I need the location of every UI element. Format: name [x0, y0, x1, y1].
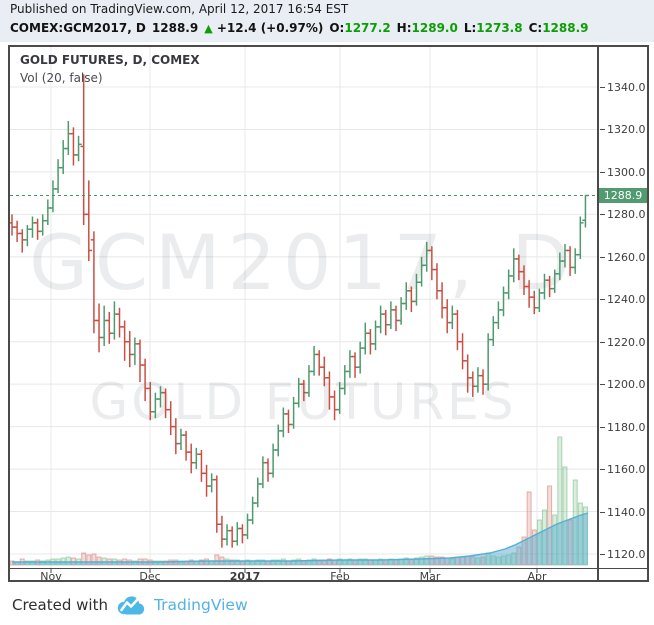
high-label: H:	[396, 21, 412, 35]
created-with-text: Created with	[12, 596, 108, 614]
price-tick-label: 1140.0	[600, 505, 646, 519]
time-tick	[339, 569, 341, 573]
watermark-title: GOLD FUTURES	[90, 373, 517, 431]
change-text: +12.4 (+0.97%)	[216, 21, 324, 35]
time-tick	[50, 569, 52, 573]
price-tick-label: 1260.0	[600, 250, 646, 264]
volume-ma-area	[12, 513, 588, 565]
time-tick-label: Nov	[40, 570, 62, 583]
attribution-footer: Created with TradingView	[12, 592, 248, 618]
low-label: L:	[463, 21, 477, 35]
series-legend[interactable]: GOLD FUTURES, D, COMEX	[20, 53, 200, 67]
time-tick	[244, 569, 246, 573]
price-tick-label: 1320.0	[600, 123, 646, 137]
time-tick	[149, 569, 151, 573]
published-line: Published on TradingView.com, April 12, …	[10, 2, 349, 16]
tradingview-brand-link[interactable]: TradingView	[153, 596, 248, 614]
time-tick-label: Dec	[139, 570, 161, 583]
open-label: O:	[329, 21, 345, 35]
price-tick-label: 1200.0	[600, 378, 646, 392]
low-value: 1273.8	[476, 21, 523, 35]
tradingview-logo-icon[interactable]	[117, 595, 145, 616]
watermark-symbol: GCM2017, D	[29, 218, 577, 307]
price-tick-label: 1340.0	[600, 81, 646, 94]
price-tick-label: 1180.0	[600, 420, 646, 434]
symbol-text: COMEX:GCM2017, D	[10, 21, 146, 35]
symbol-ohlc-line: COMEX:GCM2017, D 1288.9 ▲ +12.4 (+0.97%) O:…	[10, 21, 589, 35]
time-tick	[536, 569, 538, 573]
time-axis[interactable]: Nov Dec 2017 Feb Mar Apr	[10, 569, 647, 583]
price-tick-label: 1240.0	[600, 293, 646, 307]
chart-frame: GCM2017, D GOLD FUTURES GOLD FUTURES, D,…	[8, 45, 649, 583]
last-price-text: 1288.9	[151, 21, 199, 35]
change-up-icon: ▲	[204, 22, 213, 35]
time-tick-label: 2017	[229, 570, 261, 583]
price-tick-label: 1160.0	[600, 463, 646, 477]
open-value: 1277.2	[344, 21, 391, 35]
close-label: C:	[528, 21, 543, 35]
price-tick-label: 1280.0	[600, 208, 646, 222]
volume-indicator-legend[interactable]: Vol (20, false)	[20, 71, 103, 85]
close-value: 1288.9	[542, 21, 589, 35]
time-tick-label: Mar	[419, 570, 441, 583]
snapshot-header: Published on TradingView.com, April 12, …	[0, 0, 654, 42]
price-tick-label: 1300.0	[600, 165, 646, 179]
price-tick-label: 1120.0	[600, 547, 646, 561]
price-chart-canvas[interactable]: GCM2017, D GOLD FUTURES	[10, 47, 597, 568]
time-tick-label: Feb	[330, 570, 350, 583]
time-tick	[429, 569, 431, 573]
price-tick-label: 1220.0	[600, 335, 646, 349]
high-value: 1289.0	[411, 21, 458, 35]
price-axis-separator	[597, 47, 599, 580]
time-tick-label: Apr	[527, 570, 547, 583]
last-price-label: 1288.9	[599, 188, 647, 203]
time-axis-separator	[10, 568, 647, 569]
price-axis[interactable]: 1340.0 1320.0 1300.0 1280.0 1260.0 1240.0 1220…	[599, 47, 647, 568]
volume-ma-line	[12, 512, 589, 563]
